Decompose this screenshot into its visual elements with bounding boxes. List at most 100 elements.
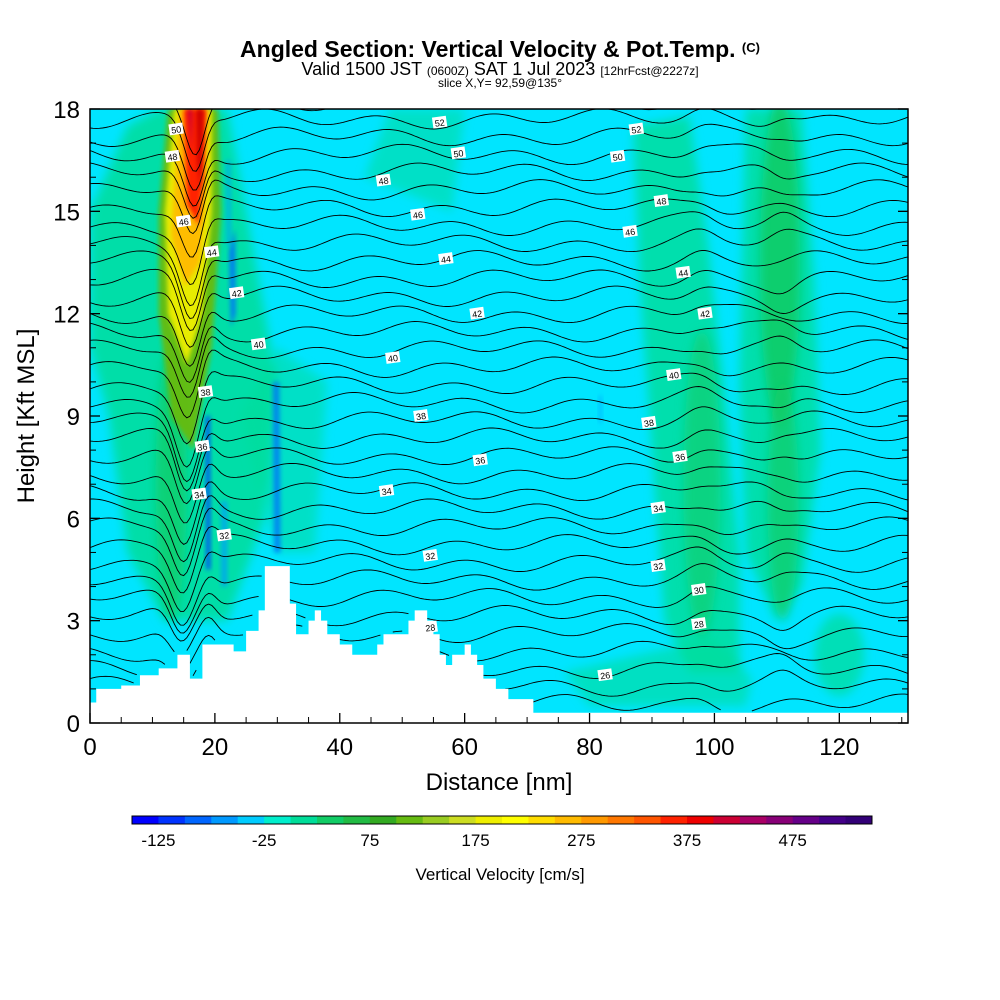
theta-label-text: 50 — [171, 124, 182, 135]
colorbar-swatch — [687, 816, 714, 824]
colorbar-swatch — [607, 816, 635, 824]
weak-updraft-blob-right — [814, 613, 865, 696]
colorbar-tick-label: -125 — [141, 831, 175, 850]
colorbar-swatch — [237, 816, 265, 824]
colorbar-swatch — [766, 816, 794, 824]
weak-updraft-zone-mid — [239, 347, 328, 553]
terrain — [90, 566, 908, 723]
theta-label-box — [378, 484, 395, 497]
colorbar-swatch — [502, 816, 529, 824]
theta-contour — [90, 481, 908, 545]
theta-contour — [90, 143, 908, 207]
theta-label: 38 — [641, 415, 657, 429]
theta-contour — [90, 616, 908, 653]
colorbar-swatch — [792, 816, 820, 824]
colorbar-tick-label: 275 — [567, 831, 595, 850]
y-tick-label: 0 — [67, 711, 80, 738]
theta-label-box — [609, 149, 626, 163]
theta-contour — [90, 669, 908, 697]
theta-contour — [90, 162, 908, 219]
theta-contour — [90, 371, 908, 445]
theta-label-text: 40 — [668, 370, 679, 381]
theta-label-box — [216, 528, 232, 542]
theta-label: 44 — [203, 245, 220, 258]
theta-contour — [90, 586, 908, 634]
theta-contour — [90, 195, 908, 258]
theta-contour — [90, 546, 908, 612]
theta-label: 30 — [691, 583, 707, 596]
x-tick-label: 80 — [576, 734, 603, 761]
colorbar-swatch — [554, 816, 582, 824]
theta-label-text: 50 — [453, 148, 464, 159]
theta-label-text: 48 — [167, 152, 178, 163]
theta-label-box — [653, 194, 669, 208]
colorbar-swatch — [528, 816, 556, 824]
theta-label-text: 44 — [678, 268, 689, 279]
theta-label-box — [413, 409, 429, 422]
theta-label-text: 44 — [440, 254, 451, 265]
theta-label-box — [472, 453, 488, 467]
theta-contour — [530, 693, 908, 712]
theta-label-text: 40 — [387, 353, 398, 364]
theta-label: 52 — [628, 122, 645, 136]
theta-label-box — [228, 286, 245, 300]
theta-label-box — [691, 617, 707, 631]
moderate-updraft-east-lower — [767, 381, 799, 621]
theta-label-box — [250, 337, 267, 351]
y-tick-label: 15 — [53, 199, 80, 226]
theta-contour — [90, 386, 908, 468]
colorbar-title: Vertical Velocity [cm/s] — [415, 865, 584, 884]
theta-label: 28 — [691, 617, 707, 631]
colorbar-tick-label: -25 — [252, 831, 277, 850]
theta-label: 32 — [216, 528, 232, 542]
theta-label-box — [422, 548, 438, 562]
theta-label-text: 42 — [699, 309, 710, 320]
theta-label: 40 — [666, 368, 682, 381]
theta-label-text: 36 — [475, 455, 486, 466]
colorbar-swatch — [184, 816, 212, 824]
theta-label: 50 — [168, 122, 184, 136]
theta-label: 48 — [164, 149, 181, 163]
colorbar-swatch — [660, 816, 688, 824]
theta-label-box — [168, 122, 184, 136]
theta-contour — [90, 179, 908, 235]
theta-contour — [90, 349, 908, 419]
theta-label-text: 42 — [231, 288, 242, 299]
colorbar-swatch — [317, 816, 344, 824]
theta-label-box — [691, 583, 707, 596]
colorbar-swatch — [211, 816, 239, 824]
colorbar-swatch — [634, 816, 662, 824]
theta-label-text: 46 — [625, 227, 636, 238]
theta-label-box — [450, 146, 467, 160]
theta-label-box — [672, 450, 688, 463]
theta-label-box — [469, 306, 485, 320]
moderate-updraft-east-upper — [760, 109, 800, 427]
theta-label: 28 — [422, 620, 438, 634]
theta-contour — [90, 563, 908, 626]
theta-contour — [90, 123, 908, 191]
downdraft-streak-4 — [221, 501, 228, 587]
theta-label: 42 — [228, 286, 245, 300]
theta-label-box — [666, 368, 682, 381]
y-tick-label: 9 — [67, 404, 80, 431]
theta-label-box — [175, 214, 192, 228]
theta-label-box — [197, 385, 214, 399]
theta-label-text: 52 — [434, 117, 445, 128]
theta-contour — [90, 634, 908, 665]
theta-contour — [90, 495, 908, 563]
x-tick-label: 20 — [202, 734, 229, 761]
theta-contour — [90, 268, 908, 332]
colorbar-swatch — [713, 816, 741, 824]
theta-label-text: 32 — [219, 530, 230, 541]
theta-label-text: 30 — [693, 585, 704, 596]
theta-label-box — [431, 115, 448, 129]
subtitle-utc: (0600Z) — [426, 64, 469, 78]
theta-label-text: 36 — [197, 442, 208, 453]
theta-label-text: 46 — [412, 210, 423, 221]
theta-label-text: 28 — [425, 622, 436, 633]
theta-label-text: 38 — [200, 387, 211, 398]
theta-label: 42 — [697, 306, 713, 320]
velocity-field — [90, 109, 865, 706]
theta-contour — [90, 335, 908, 398]
x-tick-label: 60 — [451, 734, 478, 761]
